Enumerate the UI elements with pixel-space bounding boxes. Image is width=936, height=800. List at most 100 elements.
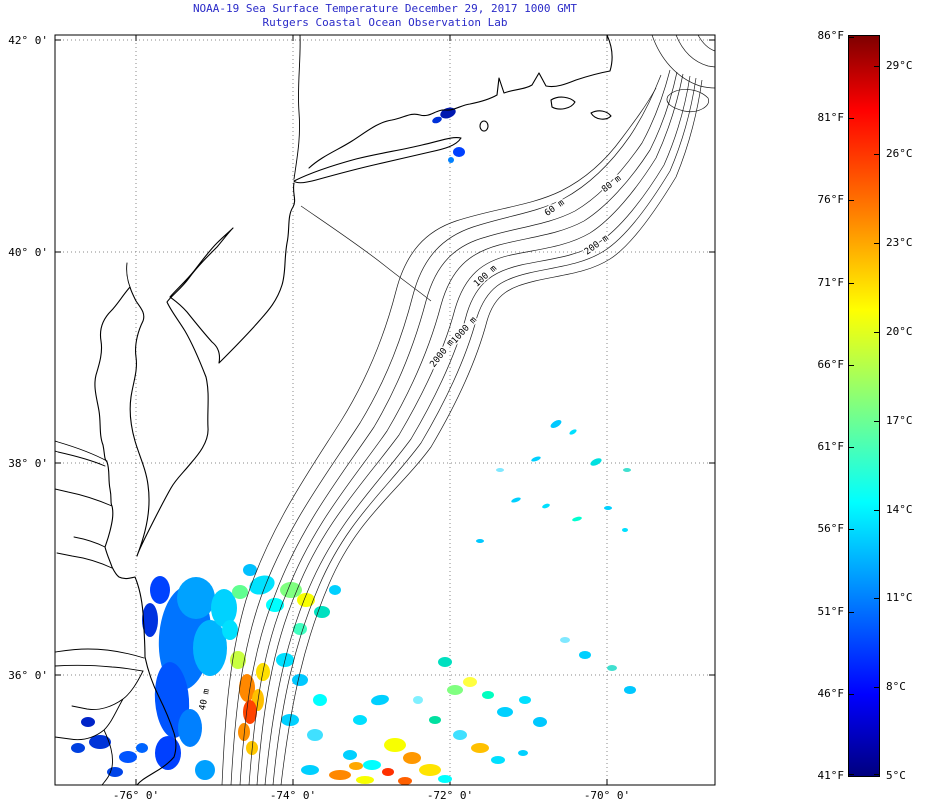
colorbar-tick: [849, 447, 854, 449]
sst-patch: [382, 768, 394, 776]
sst-patch: [349, 762, 363, 770]
colorbar-f-label: 41°F: [817, 769, 845, 782]
sst-patch: [624, 686, 636, 694]
contour-depth-label: 2000 m: [428, 338, 456, 370]
sst-patch: [542, 503, 550, 509]
colorbar-tick: [874, 774, 879, 775]
colorbar-tick: [849, 37, 854, 38]
sst-patch: [238, 723, 250, 741]
colorbar-tick: [874, 154, 879, 156]
colorbar-c-label: 26°C: [886, 147, 913, 161]
potomac-river-south: [55, 450, 106, 467]
coast-mid-atlantic: [94, 182, 296, 785]
colorbar-c-label: 8°C: [886, 680, 906, 694]
sst-patch: [518, 750, 528, 756]
colorbar-f-label: 51°F: [817, 604, 845, 618]
colorbar-f-label: 81°F: [817, 111, 845, 125]
colorbar-tick: [874, 243, 879, 245]
sst-patch: [155, 736, 181, 770]
isobath-1000m: [264, 75, 691, 785]
susquehanna-river: [126, 262, 131, 288]
colorbar-tick: [849, 282, 854, 284]
sst-patch: [329, 770, 351, 780]
sst-patch: [343, 750, 357, 760]
sst-patch: [266, 598, 284, 612]
y-tick-label: 36° 0': [8, 669, 48, 682]
y-tick-label: 42° 0': [8, 34, 48, 47]
marthas-vineyard: [550, 96, 576, 110]
sst-patch: [81, 717, 95, 727]
sst-patch: [550, 420, 562, 428]
georges-bank-contour-2: [675, 35, 715, 68]
colorbar-f-label: 71°F: [817, 275, 845, 289]
isobath-2000m: [272, 77, 697, 785]
colorbar-c-label: 17°C: [886, 413, 913, 427]
sst-patch: [249, 575, 275, 595]
sst-patch: [471, 743, 489, 753]
colorbar-tick: [874, 509, 879, 511]
sst-patch: [590, 458, 602, 466]
georges-bank-contour-1: [651, 35, 715, 89]
colorbar: 86°F 81°F 76°F 71°F 66°F 61°F 56°F 51°F 46°F 41°F…: [800, 29, 936, 782]
colorbar-c-label: 20°C: [886, 325, 913, 338]
colorbar-tick: [849, 200, 854, 202]
colorbar-tick: [849, 774, 854, 775]
isobath-100m: [248, 71, 678, 785]
coast-long-island: [293, 137, 462, 184]
sst-patch: [195, 760, 215, 780]
sst-patch: [307, 729, 323, 741]
grid-layer: [55, 35, 715, 785]
sst-patch: [107, 767, 123, 777]
sst-patch: [531, 456, 541, 462]
sst-patch: [560, 637, 570, 643]
colorbar-f-label: 56°F: [817, 522, 845, 536]
rappahannock-river: [55, 488, 113, 507]
contour-depth-label: 40 m: [198, 688, 212, 711]
colorbar-f-label: 46°F: [817, 686, 845, 700]
sst-patch: [453, 147, 465, 157]
sst-patch: [329, 585, 341, 595]
y-tick-label: 40° 0': [8, 246, 48, 259]
colorbar-tick: [849, 693, 854, 695]
sst-patch: [71, 743, 85, 753]
isobath-200m: [256, 73, 684, 785]
sst-patch: [243, 700, 257, 724]
sst-patch: [232, 585, 248, 599]
nantucket-island: [590, 110, 612, 120]
sst-patch: [280, 582, 302, 598]
colorbar-f-label: 76°F: [817, 193, 845, 207]
pamlico-sound: [55, 670, 144, 785]
contour-depth-label: 80 m: [600, 174, 623, 195]
colorbar-c-label: 23°C: [886, 236, 913, 250]
sst-patch: [448, 157, 454, 163]
sst-patch: [292, 674, 308, 686]
y-tick-label: 38° 0': [8, 457, 48, 470]
x-tick-label: -76° 0': [113, 789, 159, 800]
colorbar-tick: [874, 332, 879, 333]
sst-patch: [403, 752, 421, 764]
colorbar-f-label: 61°F: [817, 440, 845, 454]
colorbar-tick: [849, 611, 854, 613]
sst-patch: [193, 620, 227, 676]
colorbar-tick: [874, 420, 879, 422]
sst-patch: [243, 564, 257, 576]
georges-bank-contour-3: [697, 35, 715, 52]
sst-patch: [136, 743, 148, 753]
sst-patch: [177, 577, 215, 619]
figure-subtitle: Rutgers Coastal Ocean Observation Lab: [262, 16, 508, 29]
x-tick-label: -70° 0': [584, 789, 630, 800]
sst-patch: [230, 651, 246, 669]
sst-patch: [607, 665, 617, 671]
albemarle-sound: [55, 648, 145, 672]
sst-patch: [142, 603, 158, 637]
contour-depth-label: 200 m: [583, 233, 611, 257]
colorbar-gradient: [848, 35, 880, 777]
colorbar-f-label: 66°F: [817, 357, 845, 371]
isobath-40m: [221, 87, 657, 785]
sst-patch: [222, 620, 238, 640]
sst-patch: [119, 751, 137, 763]
sst-patch: [496, 468, 504, 472]
sst-patch: [491, 756, 505, 764]
sst-patch: [432, 116, 442, 124]
